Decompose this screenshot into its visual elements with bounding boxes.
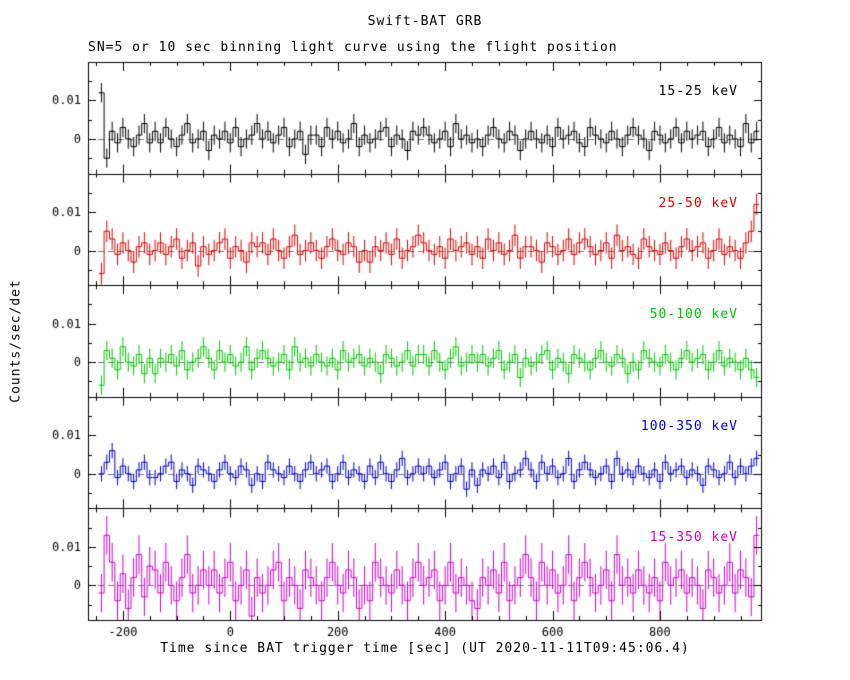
y-axis-label: Counts/sec/det bbox=[8, 279, 24, 403]
energy-band-label-100-350: 100-350 keV bbox=[640, 419, 738, 434]
x-axis-label: Time since BAT trigger time [sec] (UT 20… bbox=[160, 641, 690, 656]
energy-band-label-15-25: 15-25 keV bbox=[658, 84, 738, 99]
chart-title: Swift-BAT GRB bbox=[367, 14, 483, 29]
energy-band-label-15-350: 15-350 keV bbox=[649, 530, 738, 545]
energy-band-label-50-100: 50-100 keV bbox=[649, 307, 738, 322]
energy-band-label-25-50: 25-50 keV bbox=[658, 196, 738, 211]
chart-subtitle: SN=5 or 10 sec binning light curve using… bbox=[88, 40, 618, 55]
